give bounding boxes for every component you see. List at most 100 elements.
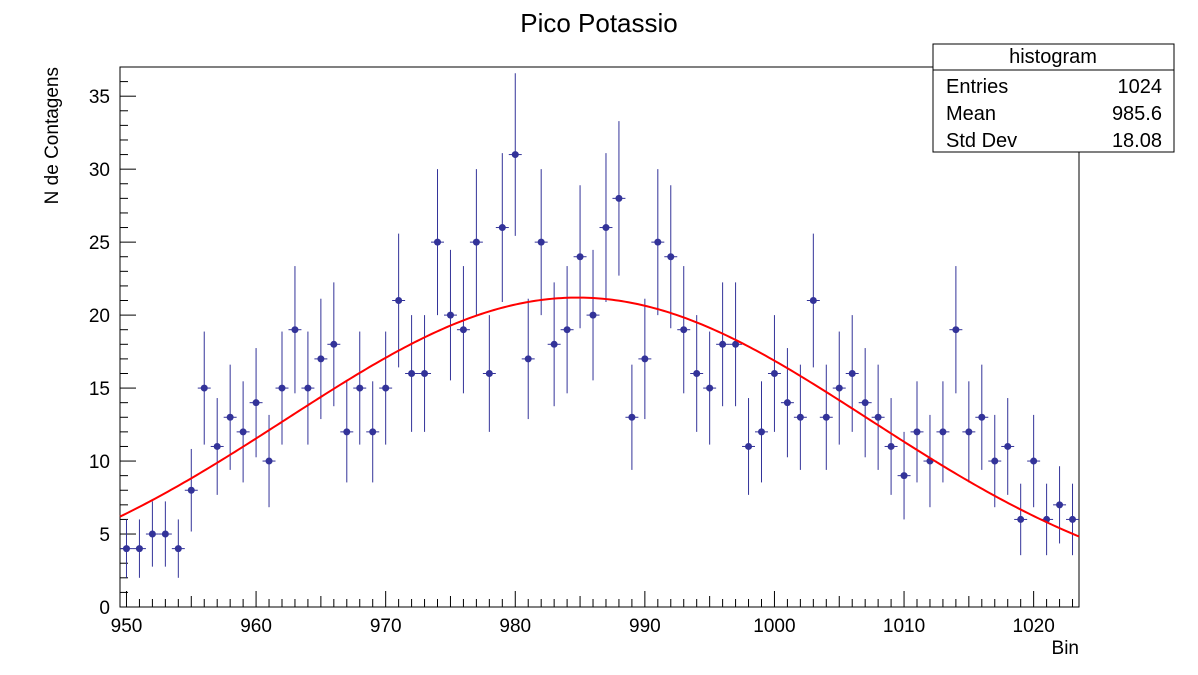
stats-entries-label: Entries: [946, 76, 1008, 98]
data-marker: [822, 413, 830, 421]
data-marker: [965, 428, 973, 436]
data-point: [1053, 466, 1067, 544]
data-point: [482, 315, 496, 432]
data-marker: [382, 384, 390, 392]
data-point: [431, 169, 444, 316]
data-point: [884, 398, 898, 495]
y-tick-label: 5: [99, 525, 110, 546]
data-point: [521, 298, 535, 420]
data-marker: [667, 253, 675, 261]
data-point: [638, 298, 652, 420]
data-marker: [745, 442, 753, 450]
data-point: [780, 348, 794, 458]
data-point: [664, 185, 678, 329]
x-tick-label: 990: [629, 616, 661, 637]
data-marker: [472, 238, 480, 246]
data-marker: [226, 413, 234, 421]
data-point: [651, 169, 665, 316]
data-point: [677, 266, 691, 394]
data-point: [845, 315, 859, 432]
data-point: [1001, 398, 1015, 495]
data-point: [132, 519, 146, 578]
data-marker: [213, 442, 221, 450]
data-point: [340, 381, 354, 483]
data-point: [171, 519, 185, 578]
data-point: [949, 266, 963, 394]
data-point: [988, 414, 1002, 508]
data-point: [755, 381, 768, 483]
axis-tick-labels: 950 960 970 980 990 1000 1010 1020 0 5 10 15 20 25 30 3…: [89, 87, 1055, 637]
data-point: [314, 298, 328, 420]
data-marker: [978, 413, 986, 421]
x-tick-label: 1010: [883, 616, 925, 637]
data-marker: [511, 151, 519, 159]
data-marker: [135, 545, 143, 553]
x-tick-label: 970: [370, 616, 402, 637]
stats-entries-value: 1024: [1118, 76, 1163, 98]
data-marker: [783, 399, 791, 407]
data-marker: [1056, 501, 1064, 509]
data-point: [599, 153, 613, 302]
data-marker: [576, 253, 584, 261]
data-marker: [200, 384, 208, 392]
plot-frame: [119, 66, 1080, 608]
data-marker: [861, 399, 869, 407]
data-marker: [446, 311, 454, 319]
x-tick-label: 1000: [753, 616, 795, 637]
data-point: [405, 315, 419, 432]
data-point: [962, 381, 976, 483]
data-marker: [952, 326, 960, 334]
data-point: [910, 381, 924, 483]
stats-box: histogram Entries 1024 Mean 985.6 Std De…: [932, 43, 1175, 153]
data-point: [1027, 414, 1041, 508]
data-point: [1014, 483, 1028, 556]
data-point: [742, 398, 756, 495]
stats-box-frame: [932, 43, 1175, 153]
data-marker: [395, 297, 403, 305]
data-marker: [239, 428, 247, 436]
data-point: [586, 249, 600, 381]
data-marker: [913, 428, 921, 436]
data-point: [1066, 483, 1079, 556]
x-tick-label: 960: [240, 616, 272, 637]
stats-mean-label: Mean: [946, 103, 996, 125]
data-point: [197, 331, 211, 445]
data-marker: [991, 457, 999, 465]
y-tick-label: 25: [89, 233, 110, 254]
data-marker: [654, 238, 662, 246]
y-tick-label: 0: [99, 598, 110, 619]
data-marker: [265, 457, 273, 465]
data-marker: [356, 384, 364, 392]
data-point: [158, 501, 172, 567]
data-marker: [343, 428, 351, 436]
data-marker: [421, 369, 429, 377]
data-point: [210, 398, 224, 495]
y-tick-label: 15: [89, 379, 110, 400]
data-marker: [900, 472, 908, 480]
data-marker: [291, 326, 299, 334]
data-marker: [434, 238, 442, 246]
data-point: [301, 331, 315, 445]
data-point: [508, 73, 522, 236]
data-point: [275, 331, 289, 445]
data-marker: [757, 428, 765, 436]
x-tick-label: 1020: [1013, 616, 1055, 637]
data-marker: [770, 369, 778, 377]
data-point: [858, 348, 872, 458]
data-point: [625, 364, 639, 470]
data-point: [327, 282, 341, 407]
data-point: [936, 381, 950, 483]
data-point: [819, 364, 833, 470]
data-marker: [835, 384, 843, 392]
data-marker: [252, 399, 260, 407]
data-marker: [174, 545, 182, 553]
fit-curve: [119, 296, 1080, 538]
data-marker: [809, 297, 817, 305]
data-marker: [563, 326, 571, 334]
data-marker: [706, 384, 714, 392]
y-tick-label: 10: [89, 452, 110, 473]
data-marker: [732, 340, 740, 348]
data-point: [236, 381, 250, 483]
data-marker: [161, 530, 169, 538]
